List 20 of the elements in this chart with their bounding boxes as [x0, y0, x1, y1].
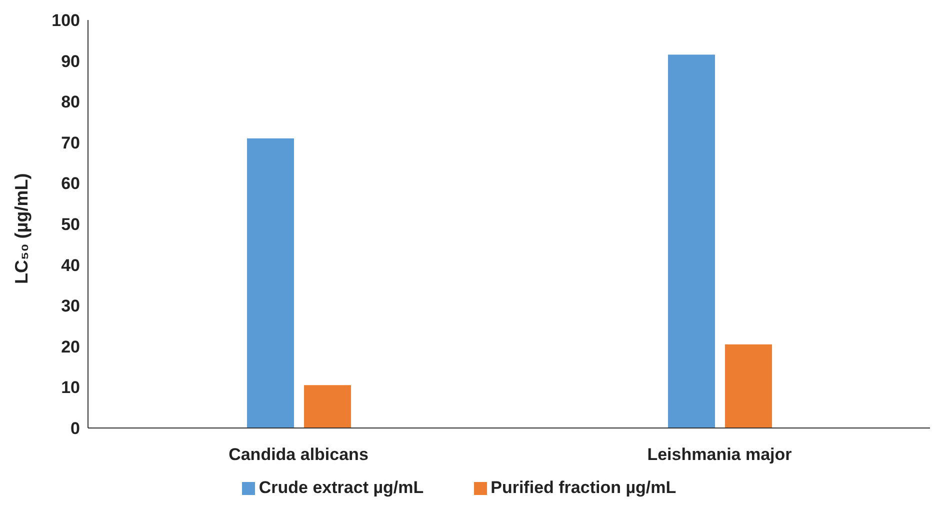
legend-label: Crude extract µg/mL: [258, 478, 424, 497]
y-tick-label: 50: [61, 215, 80, 234]
y-tick-label: 90: [61, 52, 80, 71]
y-tick-label: 80: [61, 92, 80, 112]
y-tick-label: 10: [61, 378, 80, 398]
y-tick-label: 20: [61, 337, 80, 356]
y-tick-label: 0: [70, 419, 80, 438]
y-tick-label: 100: [52, 11, 80, 30]
y-axis-title: LC₅₀ (µg/mL): [11, 173, 32, 284]
y-tick-label: 60: [61, 174, 80, 194]
x-tick-label: Candida albicans: [228, 445, 368, 464]
bar: [668, 54, 715, 428]
legend-label: Purified fraction µg/mL: [490, 478, 676, 497]
bar: [304, 385, 351, 428]
y-tick-label: 40: [61, 256, 80, 275]
y-tick-label: 70: [61, 133, 80, 152]
x-tick-label: Leishmania major: [647, 445, 792, 464]
bar: [247, 138, 294, 428]
y-tick-label: 30: [61, 296, 80, 316]
bar: [725, 344, 772, 428]
